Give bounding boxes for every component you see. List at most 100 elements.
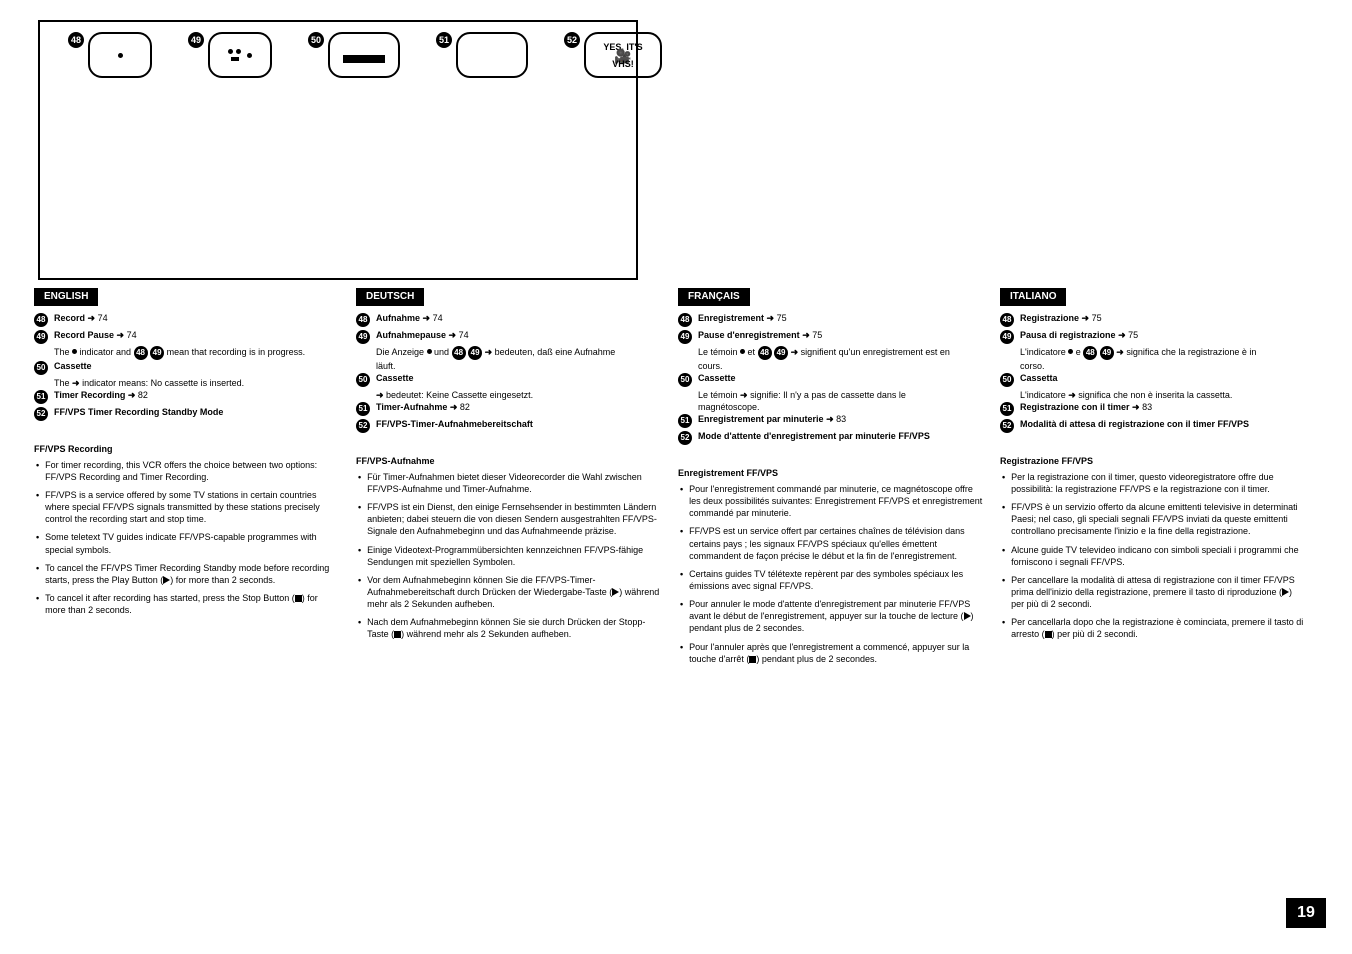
lang-column: ENGLISH 48 Record ➜ 74 49 Record Pause ➜ 74 T… (34, 288, 340, 671)
def-row: 48Aufnahme ➜ 74 (356, 312, 662, 327)
ball-49: 49 (188, 32, 204, 48)
bullet-item: FF/VPS è un servizio offerto da alcune e… (1002, 501, 1306, 537)
def-note: Le témoin ➜ signifie: Il n'y a pas de ca… (698, 389, 958, 413)
bullet-item: Certains guides TV télétexte repèrent pa… (680, 568, 984, 592)
def-row: 51Timer-Aufnahme ➜ 82 (356, 401, 662, 416)
def-row: 49 Record Pause ➜ 74 (34, 329, 340, 344)
bullet-item: Alcune guide TV televideo indicano con s… (1002, 544, 1306, 568)
icon-cassette (328, 32, 400, 78)
def-row: 52FF/VPS-Timer-Aufnahmebereitschaft (356, 418, 662, 433)
def-row: 51 Enregistrement par minuterie ➜ 83 (678, 413, 984, 428)
bullet-item: Pour l'annuler après que l'enregistremen… (680, 641, 984, 665)
icon-row: 48 49 50 51 52 (40, 22, 636, 78)
def-row: 50Cassette (356, 372, 662, 387)
bullet-item: For timer recording, this VCR offers the… (36, 459, 340, 483)
def-text: Record Pause ➜ 74 (54, 329, 340, 341)
def-row: 52 Modalità di attesa di registrazione co… (1000, 418, 1306, 433)
bullet-item: Per cancellare la modalità di attesa di … (1002, 574, 1306, 610)
ref-ball: 49 (34, 330, 48, 344)
def-row: 48 Enregistrement ➜ 75 (678, 312, 984, 327)
bullet-item: Für Timer-Aufnahmen bietet dieser Videor… (358, 471, 662, 495)
bullet-item: Pour l'enregistrement commandé par minut… (680, 483, 984, 519)
bullet-item: FF/VPS est un service offert par certain… (680, 525, 984, 561)
bullet-item: To cancel the FF/VPS Timer Recording Sta… (36, 562, 340, 586)
bullet-item: Per la registrazione con il timer, quest… (1002, 471, 1306, 495)
lang-column: ITALIANO 48Registrazione ➜ 75 49 Pausa di r… (1000, 288, 1306, 671)
def-note: Die Anzeige und 48 49 ➜ bedeuten, daß ei… (376, 346, 636, 372)
def-text: Modalità di attesa di registrazione con … (1020, 418, 1306, 430)
icon-group-50: 50 (308, 32, 400, 78)
def-text: Timer-Aufnahme ➜ 82 (376, 401, 662, 413)
def-text: Enregistrement ➜ 75 (698, 312, 984, 324)
ref-ball: 50 (1000, 373, 1014, 387)
bullet-item: Per cancellarla dopo che la registrazion… (1002, 616, 1306, 640)
ref-ball: 48 (678, 313, 692, 327)
def-row: 48Registrazione ➜ 75 (1000, 312, 1306, 327)
bullet-item: Einige Videotext-Programmübersichten ken… (358, 544, 662, 568)
def-note: The ➜ indicator means: No cassette is in… (54, 377, 314, 389)
ball-50: 50 (308, 32, 324, 48)
def-text: Enregistrement par minuterie ➜ 83 (698, 413, 984, 425)
def-note: The indicator and 48 49 mean that record… (54, 346, 314, 360)
def-row: 51 Timer Recording ➜ 82 (34, 389, 340, 404)
record-dot-icon (118, 53, 123, 58)
bullet-item: Nach dem Aufnahmebeginn können Sie sie d… (358, 616, 662, 640)
bullet-block: Enregistrement FF/VPS Pour l'enregistreme… (678, 467, 984, 665)
icon-group-51: 51 (436, 32, 528, 78)
ref-ball: 52 (356, 419, 370, 433)
cassette-bar-icon (343, 55, 385, 63)
bullet-block: FF/VPS Recording For timer recording, thi… (34, 443, 340, 617)
ref-ball: 52 (1000, 419, 1014, 433)
vhs-line2: VHS! (612, 60, 634, 69)
ref-ball: 52 (34, 407, 48, 421)
bullet-title: FF/VPS-Aufnahme (356, 455, 662, 467)
lang-column: DEUTSCH 48Aufnahme ➜ 74 49Aufnahmepause ➜ … (356, 288, 662, 671)
def-row: 49 Pausa di registrazione ➜ 75 (1000, 329, 1306, 344)
bullet-item: FF/VPS ist ein Dienst, den einige Fernse… (358, 501, 662, 537)
page-number: 19 (1286, 898, 1326, 928)
ref-ball: 52 (678, 431, 692, 445)
def-text: Timer Recording ➜ 82 (54, 389, 340, 401)
bullet-block: Registrazione FF/VPS Per la registrazione… (1000, 455, 1306, 641)
def-text: Registrazione con il timer ➜ 83 (1020, 401, 1306, 413)
lang-tab: DEUTSCH (356, 288, 424, 306)
bullet-title: Registrazione FF/VPS (1000, 455, 1306, 467)
ref-ball: 48 (34, 313, 48, 327)
def-note: L'indicatore ➜ significa che non è inser… (1020, 389, 1280, 401)
def-text: Pausa di registrazione ➜ 75 (1020, 329, 1306, 341)
icon-group-49: 49 (188, 32, 272, 78)
bullet-list: For timer recording, this VCR offers the… (34, 459, 340, 617)
bullet-title: Enregistrement FF/VPS (678, 467, 984, 479)
def-row: 49Aufnahmepause ➜ 74 (356, 329, 662, 344)
ref-ball: 51 (34, 390, 48, 404)
bullet-list: Pour l'enregistrement commandé par minut… (678, 483, 984, 665)
icon-group-48: 48 (68, 32, 152, 78)
pause-icon (228, 49, 241, 61)
bullet-item: Vor dem Aufnahmebeginn können Sie die FF… (358, 574, 662, 610)
def-row: 49Pause d'enregistrement ➜ 75 (678, 329, 984, 344)
bullet-title: FF/VPS Recording (34, 443, 340, 455)
lang-tab: ENGLISH (34, 288, 98, 306)
def-row: 52 FF/VPS Timer Recording Standby Mode (34, 406, 340, 421)
lang-columns: ENGLISH 48 Record ➜ 74 49 Record Pause ➜ 74 T… (34, 288, 1306, 671)
ref-ball: 49 (1000, 330, 1014, 344)
illustration-panel: 48 49 50 51 52 (38, 20, 638, 280)
ref-ball: 48 (1000, 313, 1014, 327)
def-note: L'indicatore e 48 49 ➜ significa che la … (1020, 346, 1280, 372)
ref-ball: 50 (356, 373, 370, 387)
icon-rec-pause (208, 32, 272, 78)
record-dot-icon (247, 53, 252, 58)
lang-tab: ITALIANO (1000, 288, 1066, 306)
def-text: Record ➜ 74 (54, 312, 340, 324)
ref-ball: 51 (678, 414, 692, 428)
def-row: 50Cassette (34, 360, 340, 375)
ball-48: 48 (68, 32, 84, 48)
def-text: Aufnahme ➜ 74 (376, 312, 662, 324)
def-row: 50Cassette (678, 372, 984, 387)
def-text: Cassetta (1020, 372, 1306, 384)
bullet-list: Für Timer-Aufnahmen bietet dieser Videor… (356, 471, 662, 641)
def-row: 51Registrazione con il timer ➜ 83 (1000, 401, 1306, 416)
def-text: Mode d'attente d'enregistrement par minu… (698, 430, 984, 442)
def-row: 52 Mode d'attente d'enregistrement par mi… (678, 430, 984, 445)
def-text: FF/VPS Timer Recording Standby Mode (54, 406, 340, 418)
